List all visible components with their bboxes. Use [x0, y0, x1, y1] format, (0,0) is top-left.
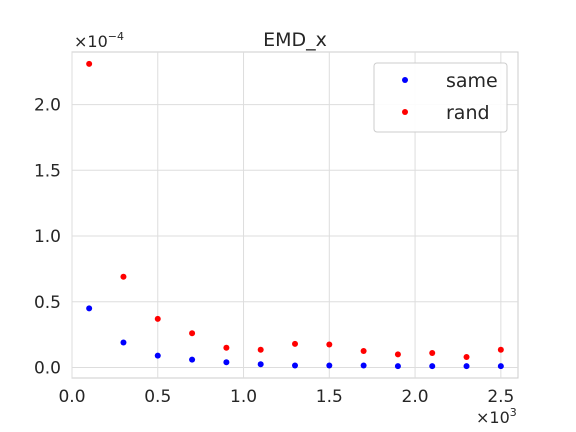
point-same: [120, 339, 127, 346]
point-rand: [463, 353, 470, 360]
legend-marker-rand: [402, 109, 408, 115]
point-same: [429, 363, 436, 370]
x-tick-label: 1.5: [316, 387, 343, 407]
y-tick-label: 0.0: [34, 358, 61, 378]
point-same: [189, 356, 196, 363]
y-tick-label: 1.0: [34, 227, 61, 247]
point-same: [497, 363, 504, 370]
x-tick-label: 0.5: [144, 387, 171, 407]
legend-label-same: same: [446, 70, 498, 92]
point-rand: [154, 315, 161, 322]
y-axis-multiplier: ×10−4: [74, 30, 124, 51]
point-same: [257, 361, 264, 368]
x-tick-label: 1.0: [230, 387, 257, 407]
point-rand: [86, 60, 93, 67]
point-same: [154, 352, 161, 359]
x-tick-label: 0.0: [58, 387, 85, 407]
x-tick-label: 2.0: [402, 387, 429, 407]
chart-title: EMD_x: [263, 29, 327, 51]
y-tick-label: 0.5: [34, 293, 61, 313]
y-tick-label: 2.0: [34, 96, 61, 116]
point-rand: [223, 344, 230, 351]
x-tick-label: 2.5: [487, 387, 514, 407]
point-rand: [360, 348, 367, 355]
point-rand: [497, 346, 504, 353]
point-rand: [429, 350, 436, 357]
legend: same rand: [373, 62, 508, 133]
point-same: [394, 363, 401, 370]
legend-marker-same: [402, 77, 408, 83]
point-same: [292, 362, 298, 369]
x-axis-multiplier: ×103: [476, 406, 517, 427]
grid-lines: [71, 52, 518, 378]
point-same: [360, 362, 367, 369]
point-rand: [120, 273, 127, 280]
point-same: [223, 359, 230, 366]
legend-label-rand: rand: [446, 102, 490, 124]
point-same: [463, 363, 470, 370]
point-same: [86, 305, 93, 312]
point-same: [326, 362, 333, 369]
y-tick-labels: 0.0 0.5 1.0 1.5 2.0: [34, 96, 61, 379]
point-rand: [394, 351, 401, 358]
point-rand: [326, 341, 333, 348]
data-points: [86, 60, 504, 370]
x-tick-labels: 0.0 0.5 1.0 1.5 2.0 2.5: [58, 387, 514, 407]
y-tick-label: 1.5: [34, 161, 61, 181]
point-rand: [189, 330, 196, 337]
point-rand: [257, 346, 264, 353]
point-rand: [292, 340, 298, 347]
